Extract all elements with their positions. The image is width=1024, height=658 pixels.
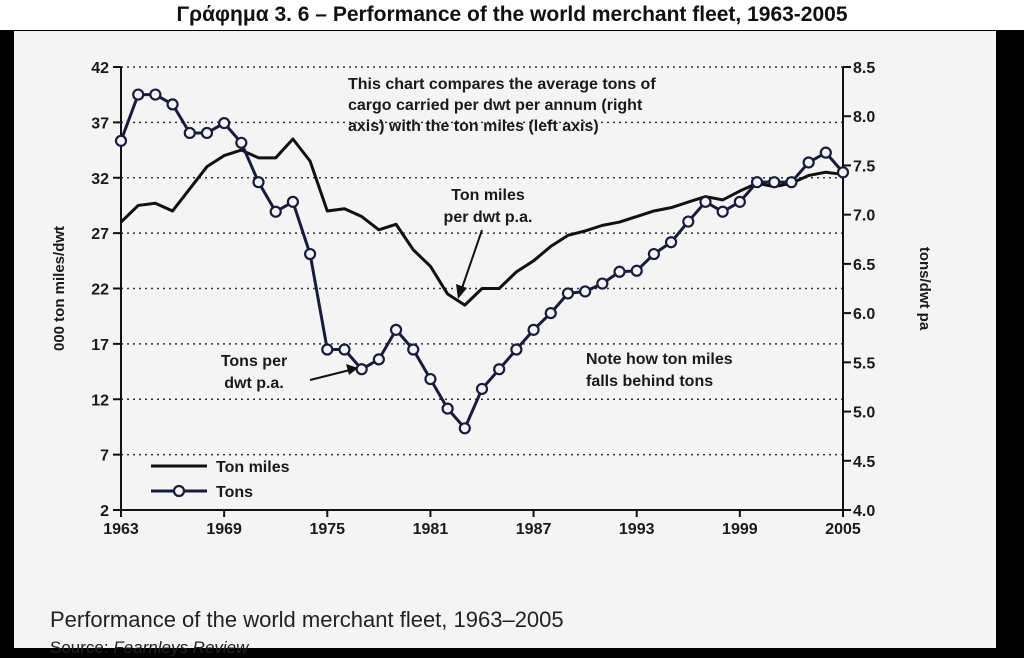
y-right-tick-label: 6.0 (853, 306, 875, 323)
annotation-tons-per-line: Tons per (221, 353, 287, 370)
tons-point (544, 307, 557, 320)
tons-point (458, 422, 471, 435)
tons-point (613, 265, 626, 278)
x-tick-label: 2005 (825, 521, 861, 538)
tons-point (200, 126, 214, 140)
annotation-arrowhead-tons (346, 364, 358, 375)
tons-point (441, 402, 454, 415)
tons-point (149, 88, 162, 101)
annotation-ton-miles-line: Ton miles (451, 187, 525, 204)
tons-point (424, 372, 437, 386)
tons-point (493, 363, 506, 376)
tons-point (355, 363, 368, 376)
tons-point (235, 136, 248, 149)
annotation-arrow-ton-miles (460, 229, 483, 292)
tons-point (475, 382, 489, 396)
x-tick-label: 1969 (206, 521, 242, 538)
y-left-tick-label: 17 (91, 337, 109, 354)
tons-point (527, 323, 540, 336)
chart: 27121722273237424.04.55.05.56.06.57.07.5… (51, 60, 933, 538)
y-left-tick-label: 27 (91, 226, 109, 243)
source-value: Fearnleys Review (113, 638, 249, 657)
tons-point (132, 88, 145, 101)
y-right-tick-label: 5.0 (853, 405, 875, 422)
y-left-axis-title: 000 ton miles/dwt (51, 226, 68, 351)
annotation-arrow-tons (309, 369, 351, 381)
tons-point (218, 117, 231, 130)
tons-point (682, 215, 695, 228)
source-label: Source: (50, 638, 114, 657)
tons-point (183, 126, 196, 140)
annotation-ton-miles-line: per dwt p.a. (444, 209, 533, 226)
y-left-tick-label: 22 (91, 282, 109, 299)
tons-point (768, 176, 781, 189)
header-band: Γράφημα 3. 6 – Performance of the world … (0, 0, 1024, 30)
annotation-tons-per-line: dwt p.a. (224, 375, 284, 392)
y-left-tick-label: 37 (91, 115, 109, 132)
y-left-tick-label: 7 (100, 448, 109, 465)
tons-point (596, 277, 609, 290)
tons-point (647, 247, 661, 261)
tons-point (252, 176, 265, 189)
tons-point (664, 236, 678, 249)
y-left-tick-label: 42 (91, 60, 109, 77)
legend-label-tons: Tons (216, 484, 253, 501)
tons-point (338, 343, 351, 356)
tons-point (819, 146, 832, 159)
tons-point (114, 134, 128, 147)
tons-point (321, 343, 334, 356)
tons-point (716, 205, 729, 218)
x-tick-label: 1993 (619, 521, 655, 538)
tons-point (750, 176, 764, 189)
y-right-tick-label: 8.5 (853, 60, 875, 77)
x-tick-label: 1981 (413, 521, 449, 538)
figure-caption: Performance of the world merchant fleet,… (50, 607, 564, 632)
legend-label-ton-miles: Ton miles (216, 459, 290, 476)
x-tick-label: 1987 (516, 521, 552, 538)
tons-point (389, 323, 403, 336)
annotation-note-line: Note how ton miles (586, 351, 733, 368)
tons-point (630, 264, 643, 277)
figure-source: Source: Fearnleys Review (50, 638, 248, 658)
y-right-tick-label: 8.0 (853, 109, 875, 126)
y-right-tick-label: 7.5 (853, 158, 875, 175)
tons-point (561, 287, 575, 300)
y-left-tick-label: 32 (91, 171, 109, 188)
y-right-tick-label: 5.5 (853, 355, 875, 372)
tons-point (785, 176, 798, 189)
y-left-tick-label: 2 (100, 503, 109, 520)
tons-point (269, 205, 282, 218)
legend-marker-tons (172, 484, 186, 498)
tons-point (836, 166, 850, 179)
x-tick-label: 1975 (309, 521, 345, 538)
tons-point (303, 247, 317, 261)
y-right-axis-title: tons/dwt pa (916, 247, 933, 331)
tons-point (286, 195, 300, 208)
tons-point (166, 98, 179, 111)
annotation-arrowhead-ton-miles (456, 284, 467, 299)
tons-point (699, 195, 712, 208)
tons-point (579, 285, 592, 298)
y-right-tick-label: 6.5 (853, 257, 875, 274)
tons-point (802, 156, 815, 169)
tons-point (733, 195, 746, 208)
tons-point (407, 343, 420, 356)
y-left-tick-label: 12 (91, 392, 109, 409)
chart-panel: 2 7 12 17 22 27 32 37 42 4.0 4.5 5.0 5.5 6.0 6.5 7.0 7.5… (14, 31, 996, 657)
page-title: Γράφημα 3. 6 – Performance of the world … (176, 3, 848, 26)
annotation-intro-line: axis) with the ton miles (left axis) (348, 118, 599, 135)
annotation-note-line: falls behind tons (586, 373, 713, 390)
y-right-tick-label: 4.5 (853, 454, 875, 471)
x-tick-label: 1999 (722, 521, 758, 538)
tons-point (372, 353, 385, 366)
annotation-intro-line: This chart compares the average tons of (348, 76, 656, 93)
series-line-ton-miles (119, 137, 844, 307)
y-right-tick-label: 7.0 (853, 208, 875, 225)
annotation-intro-line: cargo carried per dwt per annum (right (348, 97, 643, 114)
tons-point (510, 343, 523, 356)
y-right-tick-label: 4.0 (853, 503, 875, 520)
x-tick-label: 1963 (103, 521, 139, 538)
